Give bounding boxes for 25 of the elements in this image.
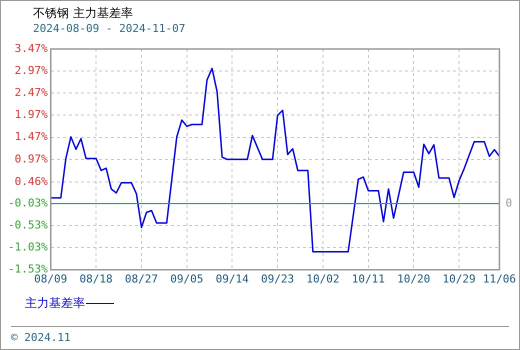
y-tick-label: 0.46%: [14, 174, 48, 188]
ref-line-label: 0: [505, 196, 512, 210]
y-tick-label: -0.53%: [8, 218, 48, 232]
y-tick-label: 0.97%: [14, 152, 48, 166]
y-tick-label: -1.03%: [8, 240, 48, 254]
y-tick-label: 2.97%: [14, 64, 48, 77]
chart-subtitle: 2024-08-09 - 2024-11-07: [33, 22, 186, 35]
x-tick-label: 10/20: [397, 272, 430, 286]
legend-label: 主力基差率: [25, 295, 85, 312]
y-tick-label: 1.47%: [14, 130, 48, 144]
y-tick-label: -0.03%: [8, 196, 48, 210]
x-tick-label: 09/14: [216, 272, 250, 286]
x-tick-label: 10/11: [352, 272, 385, 286]
x-tick-label: 10/02: [306, 272, 340, 286]
y-tick-label: 1.97%: [14, 108, 48, 122]
text: © 2024.11: [11, 331, 71, 344]
y-tick-label: 2.47%: [14, 86, 48, 100]
x-tick-label: 11/06: [482, 272, 516, 286]
x-tick-label: 09/23: [261, 272, 294, 286]
x-tick-label: 10/29: [442, 272, 476, 286]
x-tick-label: 09/05: [170, 272, 204, 286]
y-tick-label: 3.47%: [14, 42, 48, 55]
x-tick-label: 08/27: [124, 272, 158, 286]
chart-title: 不锈钢 主力基差率: [33, 5, 133, 22]
x-tick-label: 08/18: [80, 272, 113, 286]
